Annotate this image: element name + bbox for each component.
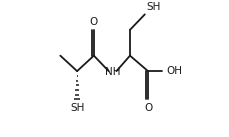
Text: O: O (144, 103, 152, 113)
Text: O: O (90, 17, 98, 27)
Text: NH: NH (105, 67, 120, 77)
Text: SH: SH (146, 2, 161, 12)
Text: OH: OH (167, 66, 183, 76)
Text: SH: SH (70, 103, 84, 113)
